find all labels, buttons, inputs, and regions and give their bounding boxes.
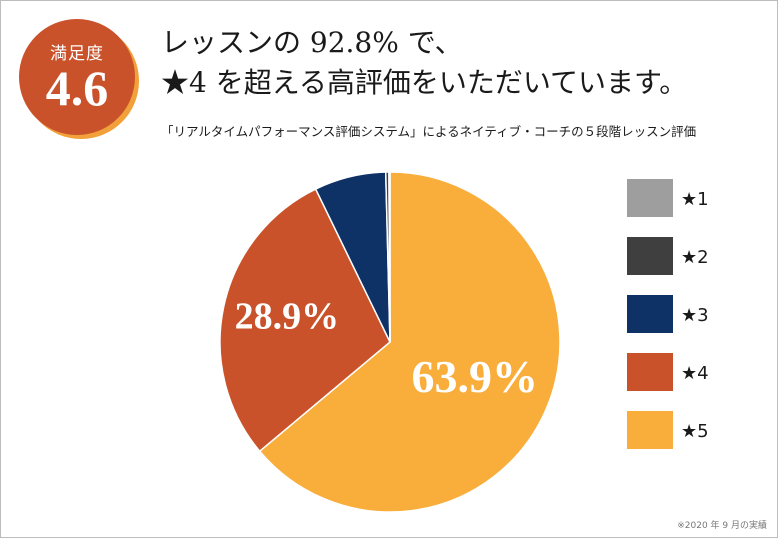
legend-label-4: ★4 bbox=[681, 363, 709, 384]
legend-item-2: ★2 bbox=[627, 237, 747, 277]
legend-swatch-5 bbox=[627, 411, 673, 449]
headline-line-2: ★4 を超える高評価をいただいています。 bbox=[161, 66, 688, 99]
legend-swatch-3 bbox=[627, 295, 673, 333]
badge-score: 4.6 bbox=[45, 60, 109, 116]
legend-label-3: ★3 bbox=[681, 305, 709, 326]
pie-slice-label-1: 63.9% bbox=[411, 351, 538, 402]
legend-swatch-1 bbox=[627, 179, 673, 217]
legend-item-5: ★5 bbox=[627, 411, 747, 451]
legend-item-3: ★3 bbox=[627, 295, 747, 335]
headline-line-1: レッスンの 92.8% で、 bbox=[161, 26, 463, 59]
footnote: ※2020 年 9 月の実績 bbox=[677, 521, 767, 531]
satisfaction-badge: 満足度 4.6 bbox=[19, 19, 135, 135]
legend-swatch-4 bbox=[627, 353, 673, 391]
pie-slice-5 bbox=[388, 171, 391, 343]
subheading: 「リアルタイムパフォーマンス評価システム」によるネイティブ・コーチの５段階レッス… bbox=[161, 124, 697, 139]
legend-label-2: ★2 bbox=[681, 247, 709, 268]
legend-item-1: ★1 bbox=[627, 179, 747, 219]
pie-slice-1 bbox=[258, 171, 561, 513]
headline: レッスンの 92.8% で、 ★4 を超える高評価をいただいています。 bbox=[161, 23, 687, 103]
badge-label: 満足度 bbox=[50, 44, 104, 64]
legend-swatch-2 bbox=[627, 237, 673, 275]
legend-label-5: ★5 bbox=[681, 421, 709, 442]
pie-slice-label-2: 28.9% bbox=[235, 296, 340, 338]
legend-label-1: ★1 bbox=[681, 189, 709, 210]
legend-item-4: ★4 bbox=[627, 353, 747, 393]
